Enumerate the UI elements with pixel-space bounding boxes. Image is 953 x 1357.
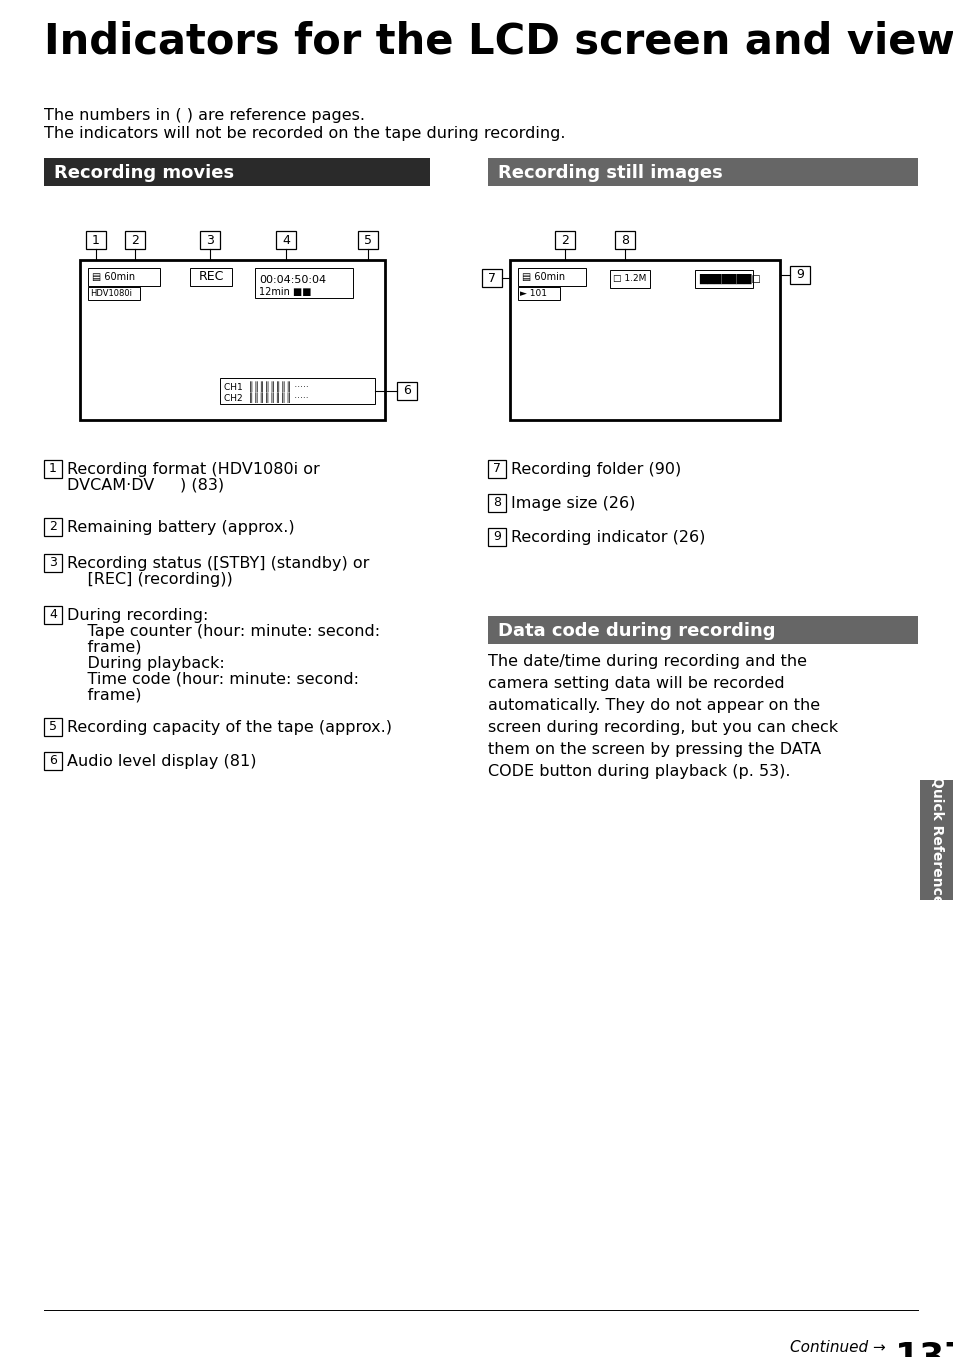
Bar bbox=[88, 267, 160, 286]
Text: CODE button during playback (p. 53).: CODE button during playback (p. 53). bbox=[488, 764, 790, 779]
Bar bbox=[510, 261, 780, 421]
Text: Recording movies: Recording movies bbox=[54, 164, 233, 182]
Text: ███████□: ███████□ bbox=[699, 274, 760, 284]
Text: During recording:: During recording: bbox=[67, 608, 208, 623]
Text: The numbers in ( ) are reference pages.: The numbers in ( ) are reference pages. bbox=[44, 109, 365, 123]
Bar bbox=[481, 269, 501, 286]
Text: Image size (26): Image size (26) bbox=[511, 497, 635, 512]
Text: Quick Reference: Quick Reference bbox=[929, 776, 943, 904]
Bar bbox=[44, 607, 62, 624]
Text: Remaining battery (approx.): Remaining battery (approx.) bbox=[67, 520, 294, 535]
Bar bbox=[44, 718, 62, 735]
Text: 137: 137 bbox=[894, 1339, 953, 1357]
Bar bbox=[555, 231, 575, 248]
Bar bbox=[44, 752, 62, 769]
Bar bbox=[44, 518, 62, 536]
Text: 8: 8 bbox=[620, 233, 628, 247]
Text: ▤ 60min: ▤ 60min bbox=[521, 271, 564, 282]
Text: frame): frame) bbox=[67, 639, 141, 654]
Bar bbox=[44, 554, 62, 573]
Bar bbox=[919, 780, 953, 900]
Text: HDV1080i: HDV1080i bbox=[90, 289, 132, 299]
Bar bbox=[125, 231, 145, 248]
Bar bbox=[44, 157, 430, 186]
Text: them on the screen by pressing the DATA: them on the screen by pressing the DATA bbox=[488, 742, 821, 757]
Bar bbox=[609, 270, 649, 288]
Text: 4: 4 bbox=[49, 608, 57, 622]
Text: CH1  ║║║║║║║║ ·····: CH1 ║║║║║║║║ ····· bbox=[224, 381, 309, 392]
Bar bbox=[488, 157, 917, 186]
Bar bbox=[517, 267, 585, 286]
Bar bbox=[357, 231, 377, 248]
Bar bbox=[488, 460, 505, 478]
Text: 9: 9 bbox=[795, 269, 803, 281]
Text: Recording status ([STBY] (standby) or: Recording status ([STBY] (standby) or bbox=[67, 556, 369, 571]
Bar bbox=[220, 379, 375, 404]
Text: 5: 5 bbox=[49, 721, 57, 734]
Bar bbox=[695, 270, 752, 288]
Bar bbox=[275, 231, 295, 248]
Text: 2: 2 bbox=[49, 521, 57, 533]
Text: Recording capacity of the tape (approx.): Recording capacity of the tape (approx.) bbox=[67, 721, 392, 735]
Text: 6: 6 bbox=[402, 384, 411, 398]
Bar bbox=[86, 231, 106, 248]
Text: CH2  ║║║║║║║║ ·····: CH2 ║║║║║║║║ ····· bbox=[224, 392, 309, 403]
Text: 12min ■■: 12min ■■ bbox=[258, 286, 312, 297]
Bar bbox=[789, 266, 809, 284]
Text: 00:04:50:04: 00:04:50:04 bbox=[258, 275, 326, 285]
Text: 1: 1 bbox=[92, 233, 100, 247]
Text: 7: 7 bbox=[488, 271, 496, 285]
Text: 3: 3 bbox=[49, 556, 57, 570]
Text: [REC] (recording)): [REC] (recording)) bbox=[67, 571, 233, 586]
Text: During playback:: During playback: bbox=[67, 655, 225, 670]
Bar bbox=[488, 616, 917, 645]
Bar bbox=[190, 267, 232, 286]
Bar bbox=[254, 267, 353, 299]
Text: 6: 6 bbox=[49, 754, 57, 768]
Text: 4: 4 bbox=[282, 233, 290, 247]
Text: 9: 9 bbox=[493, 531, 500, 544]
Text: DVCAM·DV     ) (83): DVCAM·DV ) (83) bbox=[67, 478, 224, 493]
Bar bbox=[88, 286, 140, 300]
Text: frame): frame) bbox=[67, 688, 141, 703]
Text: camera setting data will be recorded: camera setting data will be recorded bbox=[488, 676, 783, 691]
Bar bbox=[488, 528, 505, 546]
Bar bbox=[488, 494, 505, 512]
Bar bbox=[396, 383, 416, 400]
Text: REC: REC bbox=[198, 270, 223, 284]
Text: 3: 3 bbox=[206, 233, 213, 247]
Text: Indicators for the LCD screen and viewfinder: Indicators for the LCD screen and viewfi… bbox=[44, 20, 953, 62]
Text: 7: 7 bbox=[493, 463, 500, 475]
Text: □ 1.2M: □ 1.2M bbox=[613, 274, 646, 284]
Bar bbox=[44, 460, 62, 478]
Text: Recording format (HDV1080i or: Recording format (HDV1080i or bbox=[67, 461, 319, 478]
Text: 5: 5 bbox=[364, 233, 372, 247]
Text: Time code (hour: minute: second:: Time code (hour: minute: second: bbox=[67, 672, 358, 687]
Text: Recording still images: Recording still images bbox=[497, 164, 722, 182]
Text: ▤ 60min: ▤ 60min bbox=[91, 271, 135, 282]
Bar bbox=[80, 261, 385, 421]
Text: The date/time during recording and the: The date/time during recording and the bbox=[488, 654, 806, 669]
Bar bbox=[200, 231, 220, 248]
Text: 1: 1 bbox=[49, 463, 57, 475]
Text: 2: 2 bbox=[131, 233, 139, 247]
Text: ► 101: ► 101 bbox=[519, 289, 546, 299]
Text: Tape counter (hour: minute: second:: Tape counter (hour: minute: second: bbox=[67, 624, 379, 639]
Bar bbox=[517, 286, 559, 300]
Text: automatically. They do not appear on the: automatically. They do not appear on the bbox=[488, 697, 820, 712]
Bar bbox=[615, 231, 635, 248]
Text: Data code during recording: Data code during recording bbox=[497, 622, 775, 641]
Text: Recording indicator (26): Recording indicator (26) bbox=[511, 531, 704, 546]
Text: 2: 2 bbox=[560, 233, 568, 247]
Text: Continued →: Continued → bbox=[789, 1339, 884, 1356]
Text: screen during recording, but you can check: screen during recording, but you can che… bbox=[488, 721, 838, 735]
Text: The indicators will not be recorded on the tape during recording.: The indicators will not be recorded on t… bbox=[44, 126, 565, 141]
Text: Recording folder (90): Recording folder (90) bbox=[511, 461, 680, 478]
Text: Audio level display (81): Audio level display (81) bbox=[67, 754, 256, 769]
Text: 8: 8 bbox=[493, 497, 500, 509]
